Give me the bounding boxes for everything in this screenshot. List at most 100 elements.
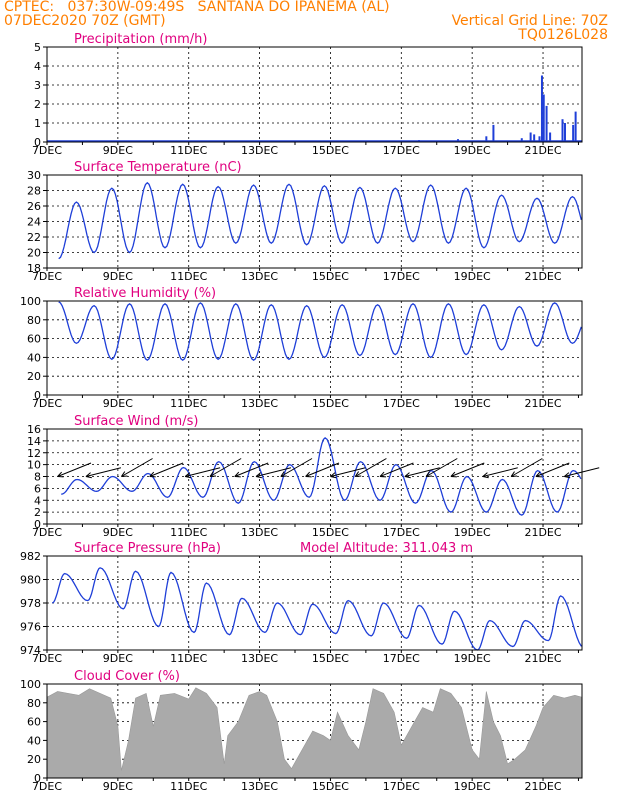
wind-vector <box>305 462 340 477</box>
wind-vector-head <box>85 472 91 477</box>
wind-vector-head <box>404 472 410 477</box>
xtick-label: 17DEC <box>383 144 420 157</box>
wind-vector <box>404 467 440 477</box>
ytick-label: 60 <box>27 716 41 729</box>
ytick-label: 16 <box>27 423 41 436</box>
ytick-label: 0 <box>34 389 41 402</box>
xtick-label: 9DEC <box>103 780 133 793</box>
panel-title: Precipitation (mm/h) <box>74 32 207 47</box>
wind-vector <box>121 458 153 477</box>
wind-vector-head <box>563 472 570 477</box>
precip-bar <box>529 132 532 142</box>
wind-vector-head <box>535 471 541 477</box>
xtick-label: 11DEC <box>170 270 207 283</box>
precip-bar <box>563 123 566 142</box>
wind-vector <box>379 462 414 477</box>
xtick-label: 17DEC <box>383 397 420 410</box>
xtick-label: 9DEC <box>103 526 133 539</box>
panel-title: Surface Pressure (hPa) <box>74 541 221 556</box>
precip-bar <box>485 136 488 142</box>
panel-title: Relative Humidity (%) <box>74 286 216 301</box>
precip-bar <box>540 75 543 142</box>
precip-bar <box>572 124 575 142</box>
ytick-label: 3 <box>34 79 41 92</box>
panel-title: Cloud Cover (%) <box>74 669 180 684</box>
precip-bar <box>542 94 545 142</box>
ytick-label: 978 <box>20 597 41 610</box>
wind-vector-head <box>234 471 240 477</box>
xtick-label: 15DEC <box>312 144 349 157</box>
ytick-label: 20 <box>27 753 41 766</box>
wind-vector <box>510 458 543 477</box>
xtick-label: 15DEC <box>312 652 349 665</box>
precip-bar <box>520 138 523 142</box>
xtick-label: 21DEC <box>524 270 561 283</box>
xtick-label: 21DEC <box>524 652 561 665</box>
precip-bar <box>561 119 564 142</box>
wind-vector-head <box>450 471 456 477</box>
ytick-label: 982 <box>20 550 41 563</box>
ytick-label: 80 <box>27 697 41 710</box>
panel-frame <box>46 683 583 779</box>
wind-vector-head <box>354 471 360 477</box>
ytick-label: 1 <box>34 117 41 130</box>
wind-vector-head <box>379 471 385 477</box>
xtick-label: 7DEC <box>32 144 62 157</box>
ytick-label: 20 <box>27 370 41 383</box>
ytick-label: 40 <box>27 734 41 747</box>
xtick-label: 19DEC <box>454 144 491 157</box>
xtick-label: 17DEC <box>383 526 420 539</box>
ytick-label: 8 <box>34 471 41 484</box>
wind-vector-head <box>85 476 92 479</box>
wind-vector-head <box>57 471 63 477</box>
ytick-label: 4 <box>34 494 41 507</box>
xtick-label: 21DEC <box>524 780 561 793</box>
xtick-label: 19DEC <box>454 397 491 410</box>
xtick-label: 9DEC <box>103 144 133 157</box>
wind-vector-head <box>425 471 430 477</box>
xtick-label: 11DEC <box>170 397 207 410</box>
precip-bar <box>574 111 577 142</box>
ytick-label: 80 <box>27 314 41 327</box>
wind-vector <box>280 458 313 477</box>
xtick-label: 11DEC <box>170 526 207 539</box>
wind-vector-head <box>185 476 192 479</box>
xtick-label: 7DEC <box>32 652 62 665</box>
ytick-label: 60 <box>27 333 41 346</box>
wind-vector <box>57 462 92 477</box>
xtick-label: 19DEC <box>454 652 491 665</box>
wind-vector-head <box>305 471 311 477</box>
ytick-label: 18 <box>27 262 41 275</box>
series-line <box>58 181 582 260</box>
cloud-cover-area <box>46 687 583 779</box>
wind-vector <box>85 467 122 477</box>
precip-bar <box>533 134 536 142</box>
wind-vector-head <box>404 476 411 479</box>
wind-vector <box>234 462 269 477</box>
wind-vector <box>255 467 292 477</box>
ytick-label: 4 <box>34 60 41 73</box>
header-location: CPTEC: 037:30W-09:49S SANTANA DO IPANEMA… <box>4 0 390 15</box>
series-line <box>61 437 582 516</box>
ytick-label: 14 <box>27 435 41 448</box>
xtick-label: 13DEC <box>241 397 278 410</box>
wind-vector <box>185 467 221 477</box>
xtick-label: 7DEC <box>32 397 62 410</box>
wind-vector <box>209 458 242 477</box>
panel-title: Surface Temperature (nC) <box>74 160 242 175</box>
precip-bar <box>545 105 548 142</box>
wind-vector-head <box>255 476 263 479</box>
wind-vector-head <box>255 472 261 477</box>
xtick-label: 7DEC <box>32 270 62 283</box>
ytick-label: 100 <box>20 678 41 691</box>
header-model-id: TQ0126L028 <box>518 27 608 43</box>
xtick-label: 17DEC <box>383 270 420 283</box>
ytick-label: 22 <box>27 231 41 244</box>
xtick-label: 13DEC <box>241 270 278 283</box>
wind-vector-head <box>482 476 489 479</box>
ytick-label: 30 <box>27 169 41 182</box>
wind-vector <box>535 462 570 477</box>
ytick-label: 10 <box>27 459 41 472</box>
ytick-label: 976 <box>20 621 41 634</box>
